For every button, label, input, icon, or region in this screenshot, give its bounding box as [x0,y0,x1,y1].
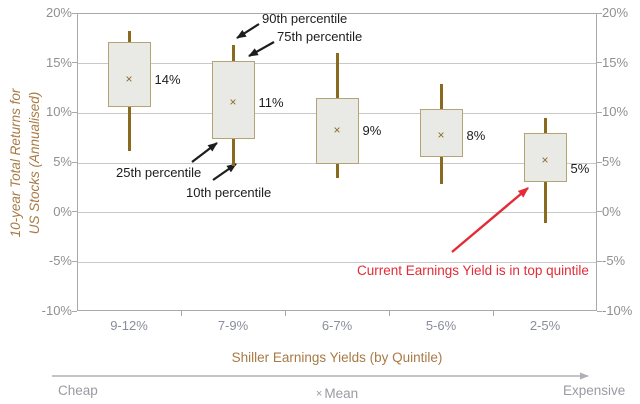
y-tick-left--10: -10% [41,303,72,318]
x-axis-title: Shiller Earnings Yields (by Quintile) [231,350,443,365]
mean-marker-6-7%: × [333,123,341,138]
annotation-10th-percentile: 10th percentile [186,185,272,200]
x-tick-6-7%: 6-7% [321,318,353,333]
y-tick-mark-right-5 [597,161,602,163]
y-tick-right-20: 20% [602,5,629,20]
mean-marker-icon: × [315,388,323,400]
mean-label-2-5%: 5% [570,161,590,176]
mean-label-6-7%: 9% [362,123,382,139]
x-tick-7-9%: 7-9% [217,318,249,333]
mean-marker-5-6%: × [437,128,445,143]
x-boundary-tick-2 [284,311,286,316]
y-tick-mark-left-20 [72,12,77,14]
gridline--5 [78,261,596,263]
box-2-5% [523,133,567,182]
mean-label-9-12%: 14% [154,71,181,87]
y-tick-right-15: 15% [602,54,629,70]
y-tick-mark-right-10 [597,111,602,113]
x-tick-2-5%: 2-5% [529,318,561,333]
mean-marker-9-12%: × [125,71,133,86]
y-tick-right--10: -10% [602,303,633,318]
x-boundary-tick-3 [388,311,390,316]
y-tick-right--5: -5% [602,253,626,269]
y-tick-left-20: 20% [45,5,72,20]
y-tick-mark-left--10 [72,310,77,312]
y-tick-mark-left-0 [72,211,77,213]
y-tick-left-10: 10% [45,104,72,120]
annotation-current-earnings-yield: Current Earnings Yield is in top quintil… [357,263,589,278]
x-boundary-tick-4 [492,311,494,316]
y-tick-mark-left-5 [72,161,77,163]
y-tick-mark-left-15 [72,62,77,64]
y-tick-left--5: -5% [48,253,72,269]
x-tick-9-12%: 9-12% [110,318,148,333]
expensive-label: Expensive [563,383,626,398]
annotation-75th-percentile: 75th percentile [277,29,363,44]
mean-legend: × Mean [77,386,597,401]
y-tick-right-10: 10% [602,104,629,120]
annotation-25th-percentile: 25th percentile [116,165,202,180]
gridline-0 [78,212,596,214]
mean-marker-7-9%: × [229,95,237,110]
cheap-label: Cheap [58,383,98,398]
x-tick-5-6%: 5-6% [425,318,457,333]
annotation-90th-percentile: 90th percentile [262,11,348,26]
y-tick-mark-right-0 [597,211,602,213]
y-tick-mark-left-10 [72,111,77,113]
mean-label-5-6%: 8% [466,128,486,144]
y-tick-right-0: 0% [602,203,621,219]
mean-label-7-9%: 11% [258,95,284,111]
y-tick-left-0: 0% [53,203,72,219]
box-9-12% [107,41,151,108]
y-tick-mark-right--10 [597,310,602,312]
y-axis-title-line1: 10-year Total Returns for [8,88,23,238]
box-6-7% [315,98,359,164]
box-7-9% [211,60,255,140]
y-tick-mark-right--5 [597,260,602,262]
y-tick-mark-right-20 [597,12,602,14]
y-tick-left-5: 5% [53,154,72,169]
y-tick-mark-left--5 [72,260,77,262]
x-boundary-tick-1 [180,311,182,316]
mean-legend-label: Mean [324,386,359,401]
y-tick-right-5: 5% [602,154,621,169]
mean-marker-2-5%: × [541,153,549,167]
y-tick-mark-right-15 [597,62,602,64]
box-5-6% [419,109,463,158]
y-tick-left-15: 15% [45,54,72,70]
